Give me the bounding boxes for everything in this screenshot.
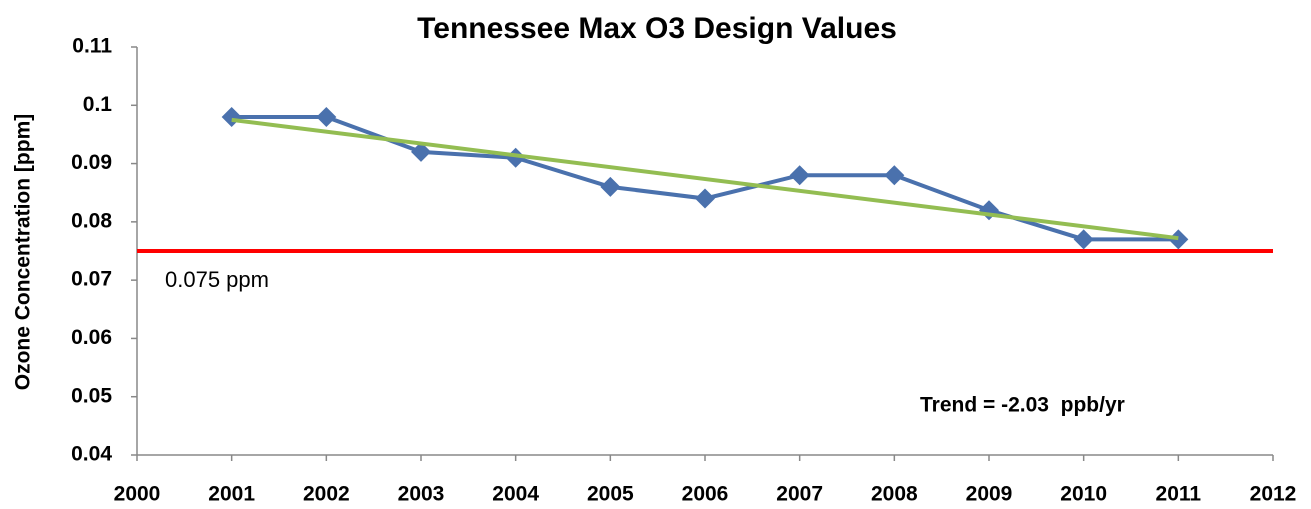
y-tick-label: 0.05 [71, 384, 112, 407]
data-point [411, 141, 431, 162]
data-point [1168, 229, 1189, 250]
data-point [505, 147, 526, 168]
reference-label: 0.075 ppm [165, 267, 269, 292]
chart-title: Tennessee Max O3 Design Values [417, 12, 897, 45]
y-tick-label: 0.1 [83, 93, 113, 116]
x-tick-label: 2005 [587, 483, 634, 506]
x-tick-label: 2012 [1250, 483, 1297, 506]
data-point [1073, 229, 1094, 250]
trend-line [231, 117, 1179, 241]
y-tick-label: 0.08 [71, 209, 112, 232]
y-tick-label: 0.07 [71, 268, 112, 291]
data-point [600, 176, 621, 197]
x-tick-label: 2008 [871, 483, 918, 506]
x-tick-label: 2001 [208, 483, 255, 506]
data-point [789, 165, 810, 186]
x-tick-label: 2011 [1156, 483, 1202, 506]
x-tick-label: 2002 [303, 483, 350, 506]
x-tick-label: 2006 [682, 483, 729, 506]
data-point [884, 165, 905, 186]
x-tick-label: 2009 [966, 483, 1013, 506]
annotation: Trend = -2.03 ppb/yr [920, 394, 1125, 417]
y-axis-title: Ozone Concentration [ppm] [12, 114, 35, 391]
y-tick-label: 0.06 [71, 326, 112, 349]
x-tick-label: 2000 [114, 483, 161, 506]
x-tick-label: 2010 [1060, 483, 1107, 506]
x-tick-label: 2003 [398, 483, 445, 506]
data-point [695, 188, 715, 209]
y-tick-label: 0.04 [71, 443, 112, 466]
data-point [221, 106, 242, 127]
x-tick-label: 2004 [492, 483, 539, 506]
data-point [316, 106, 337, 127]
x-tick-label: 2007 [776, 483, 823, 506]
y-tick-label: 0.11 [72, 35, 112, 58]
y-tick-label: 0.09 [71, 151, 112, 174]
